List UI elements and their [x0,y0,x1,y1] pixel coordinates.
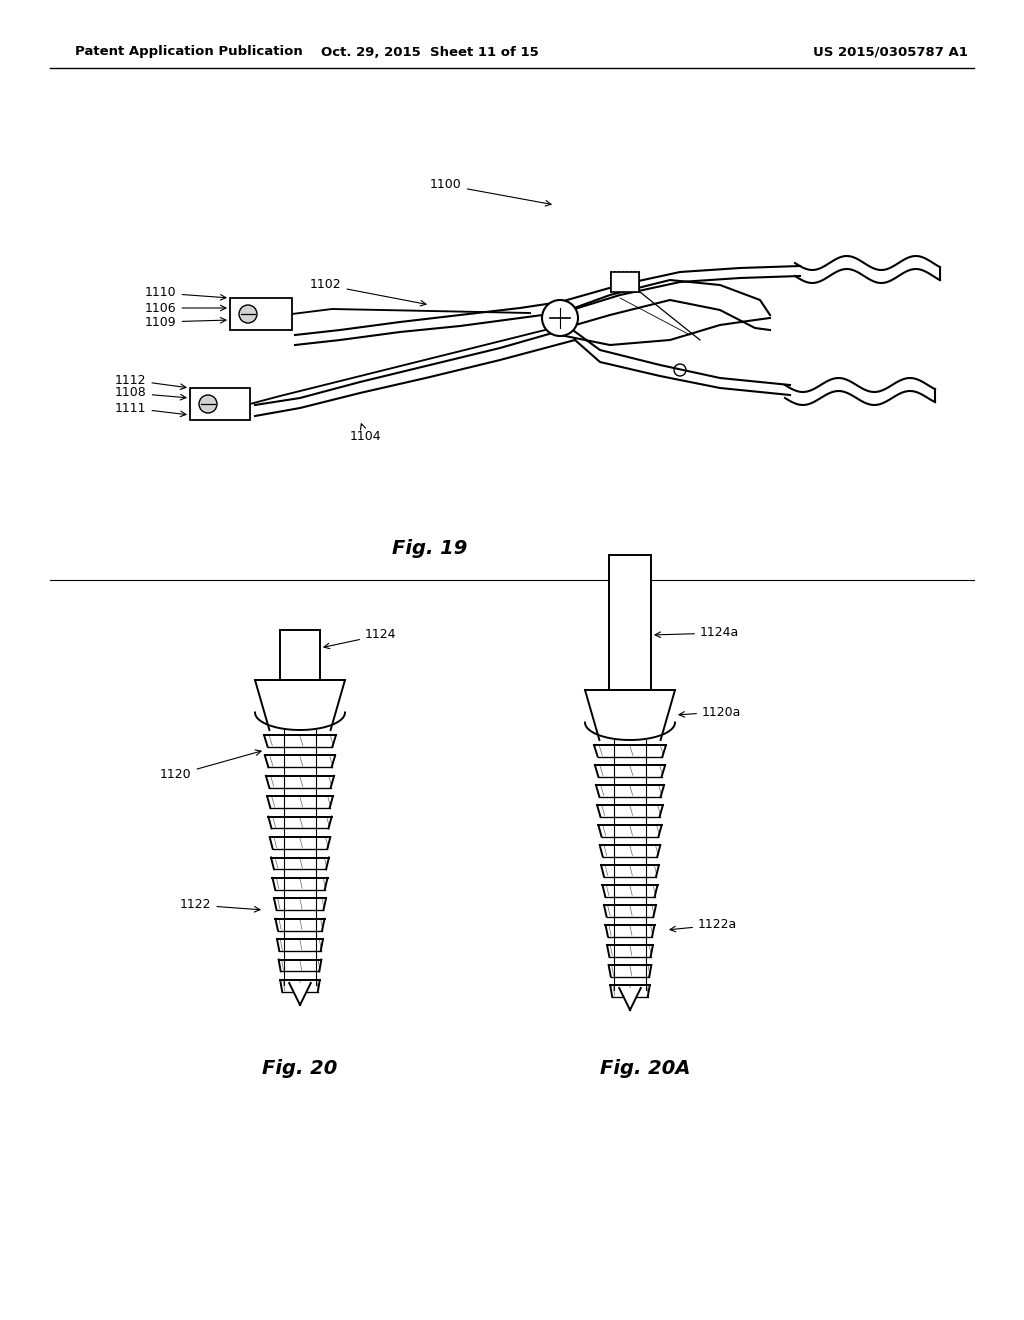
Text: Patent Application Publication: Patent Application Publication [75,45,303,58]
Text: Fig. 20: Fig. 20 [262,1059,338,1077]
Text: US 2015/0305787 A1: US 2015/0305787 A1 [813,45,968,58]
Text: 1106: 1106 [145,301,226,314]
Bar [230,298,292,330]
Text: 1122a: 1122a [670,919,737,932]
Text: 1109: 1109 [145,315,226,329]
Circle shape [199,395,217,413]
Bar [611,272,639,292]
Text: Oct. 29, 2015  Sheet 11 of 15: Oct. 29, 2015 Sheet 11 of 15 [322,45,539,58]
Bar [190,388,250,420]
Text: 1104: 1104 [350,424,382,444]
Text: 1120: 1120 [160,750,261,781]
Text: 1124: 1124 [324,628,396,648]
Polygon shape [620,987,641,1010]
Text: 1124a: 1124a [655,627,739,639]
Circle shape [239,305,257,323]
Text: 1112: 1112 [115,374,186,389]
Text: Fig. 19: Fig. 19 [392,539,468,557]
Text: 1108: 1108 [115,387,186,400]
Polygon shape [289,983,311,1005]
Text: 1100: 1100 [430,178,551,206]
Text: 1102: 1102 [310,279,426,306]
Text: Fig. 20A: Fig. 20A [600,1059,690,1077]
Polygon shape [585,690,675,741]
Text: 1111: 1111 [115,401,186,417]
Text: 1120a: 1120a [679,705,741,718]
Circle shape [542,300,578,337]
Polygon shape [255,680,345,730]
Text: 1122: 1122 [180,899,260,912]
Bar [609,554,651,690]
Text: 1110: 1110 [145,286,226,300]
Bar [280,630,319,680]
